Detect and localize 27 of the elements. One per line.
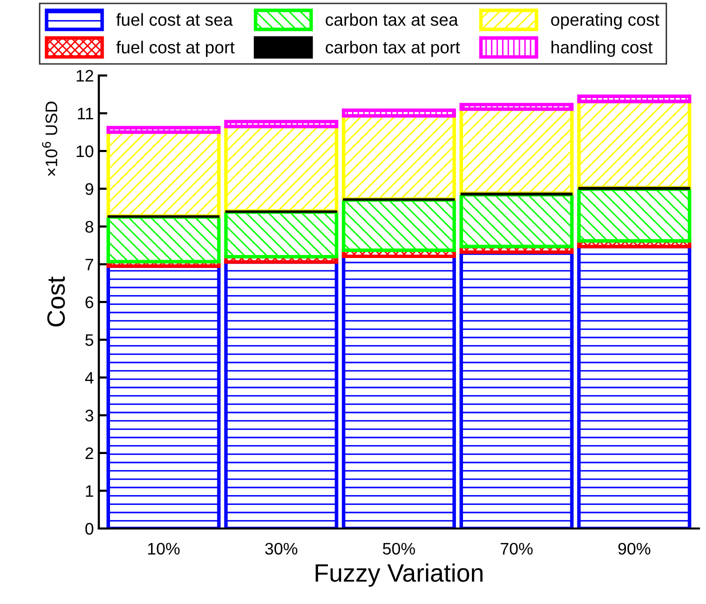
y-tick-label: 11 [78,108,94,120]
legend-label: operating cost [551,13,660,30]
x-tick-label: 30% [265,542,298,555]
x-axis-title: Fuzzy Variation [316,563,482,587]
y-tick-label: 12 [76,70,94,82]
y-tick-label: 10 [76,145,94,158]
x-tick-label: 70% [500,542,533,555]
y-tick-label: 1 [86,485,94,497]
legend-label: fuel cost at sea [116,13,233,26]
legend-label: carbon tax at port [326,40,460,57]
y-tick-label: 2 [86,447,94,460]
y-tick-label: 7 [86,258,94,270]
y-tick-label: 5 [85,334,94,346]
x-tick-label: 50% [382,542,415,555]
y-tick-label: 4 [85,372,94,384]
x-tick-label: 90% [618,542,650,555]
text: ×10$^{6}$ USD [42,102,58,176]
legend-label: carbon tax at sea [326,13,458,26]
y-tick-label: 8 [85,220,94,233]
legend-label: handling cost [552,40,653,57]
x-tick-label: 10% [148,542,180,555]
legend-label: fuel cost at port [116,40,235,57]
y-axis-title: Cost [47,276,65,326]
y-tick-label: 3 [85,410,94,422]
y-tick-label: 0 [85,522,94,535]
y-tick-label: 6 [86,296,94,308]
y-tick-label: 9 [85,183,94,195]
